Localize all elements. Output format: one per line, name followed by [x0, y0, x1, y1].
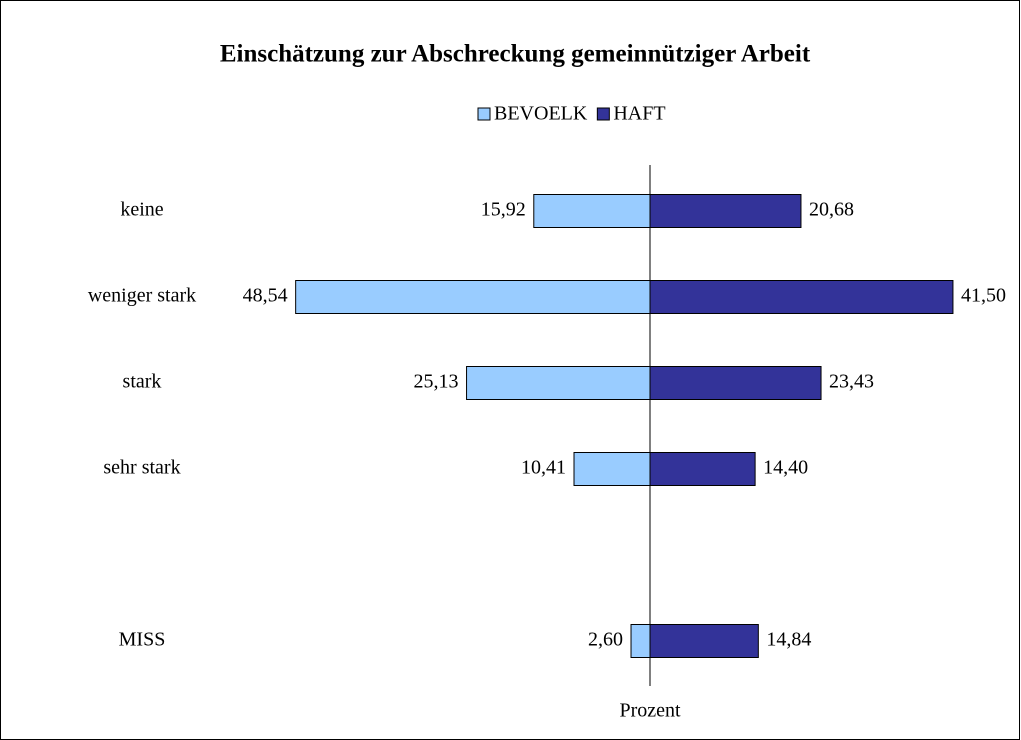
value-label: 41,50 — [961, 285, 1006, 307]
bar — [295, 280, 651, 314]
value-label: 15,92 — [481, 199, 526, 221]
legend-label: BEVOELK — [494, 103, 588, 125]
value-label: 23,43 — [829, 371, 874, 393]
category-label: weniger stark — [88, 285, 196, 307]
x-axis-label: Prozent — [619, 700, 681, 722]
value-label: 25,13 — [414, 371, 459, 393]
bar — [630, 624, 651, 658]
value-label: 14,84 — [766, 629, 811, 651]
bar — [649, 280, 954, 314]
category-label: MISS — [119, 629, 166, 651]
bar — [533, 194, 651, 228]
category-label: sehr stark — [103, 457, 180, 479]
bar — [649, 366, 822, 400]
value-label: 48,54 — [243, 285, 288, 307]
legend-swatch — [477, 107, 491, 121]
value-label: 20,68 — [809, 199, 854, 221]
legend-swatch — [596, 107, 610, 121]
value-label: 2,60 — [588, 629, 623, 651]
chart-title: Einschätzung zur Abschreckung gemeinnütz… — [220, 41, 811, 68]
category-label: keine — [120, 199, 163, 221]
bar — [649, 624, 759, 658]
bar — [573, 452, 651, 486]
category-label: stark — [123, 371, 162, 393]
bar — [649, 194, 802, 228]
bar — [466, 366, 651, 400]
value-label: 14,40 — [763, 457, 808, 479]
value-label: 10,41 — [521, 457, 566, 479]
bar — [649, 452, 756, 486]
legend-label: HAFT — [613, 103, 665, 125]
